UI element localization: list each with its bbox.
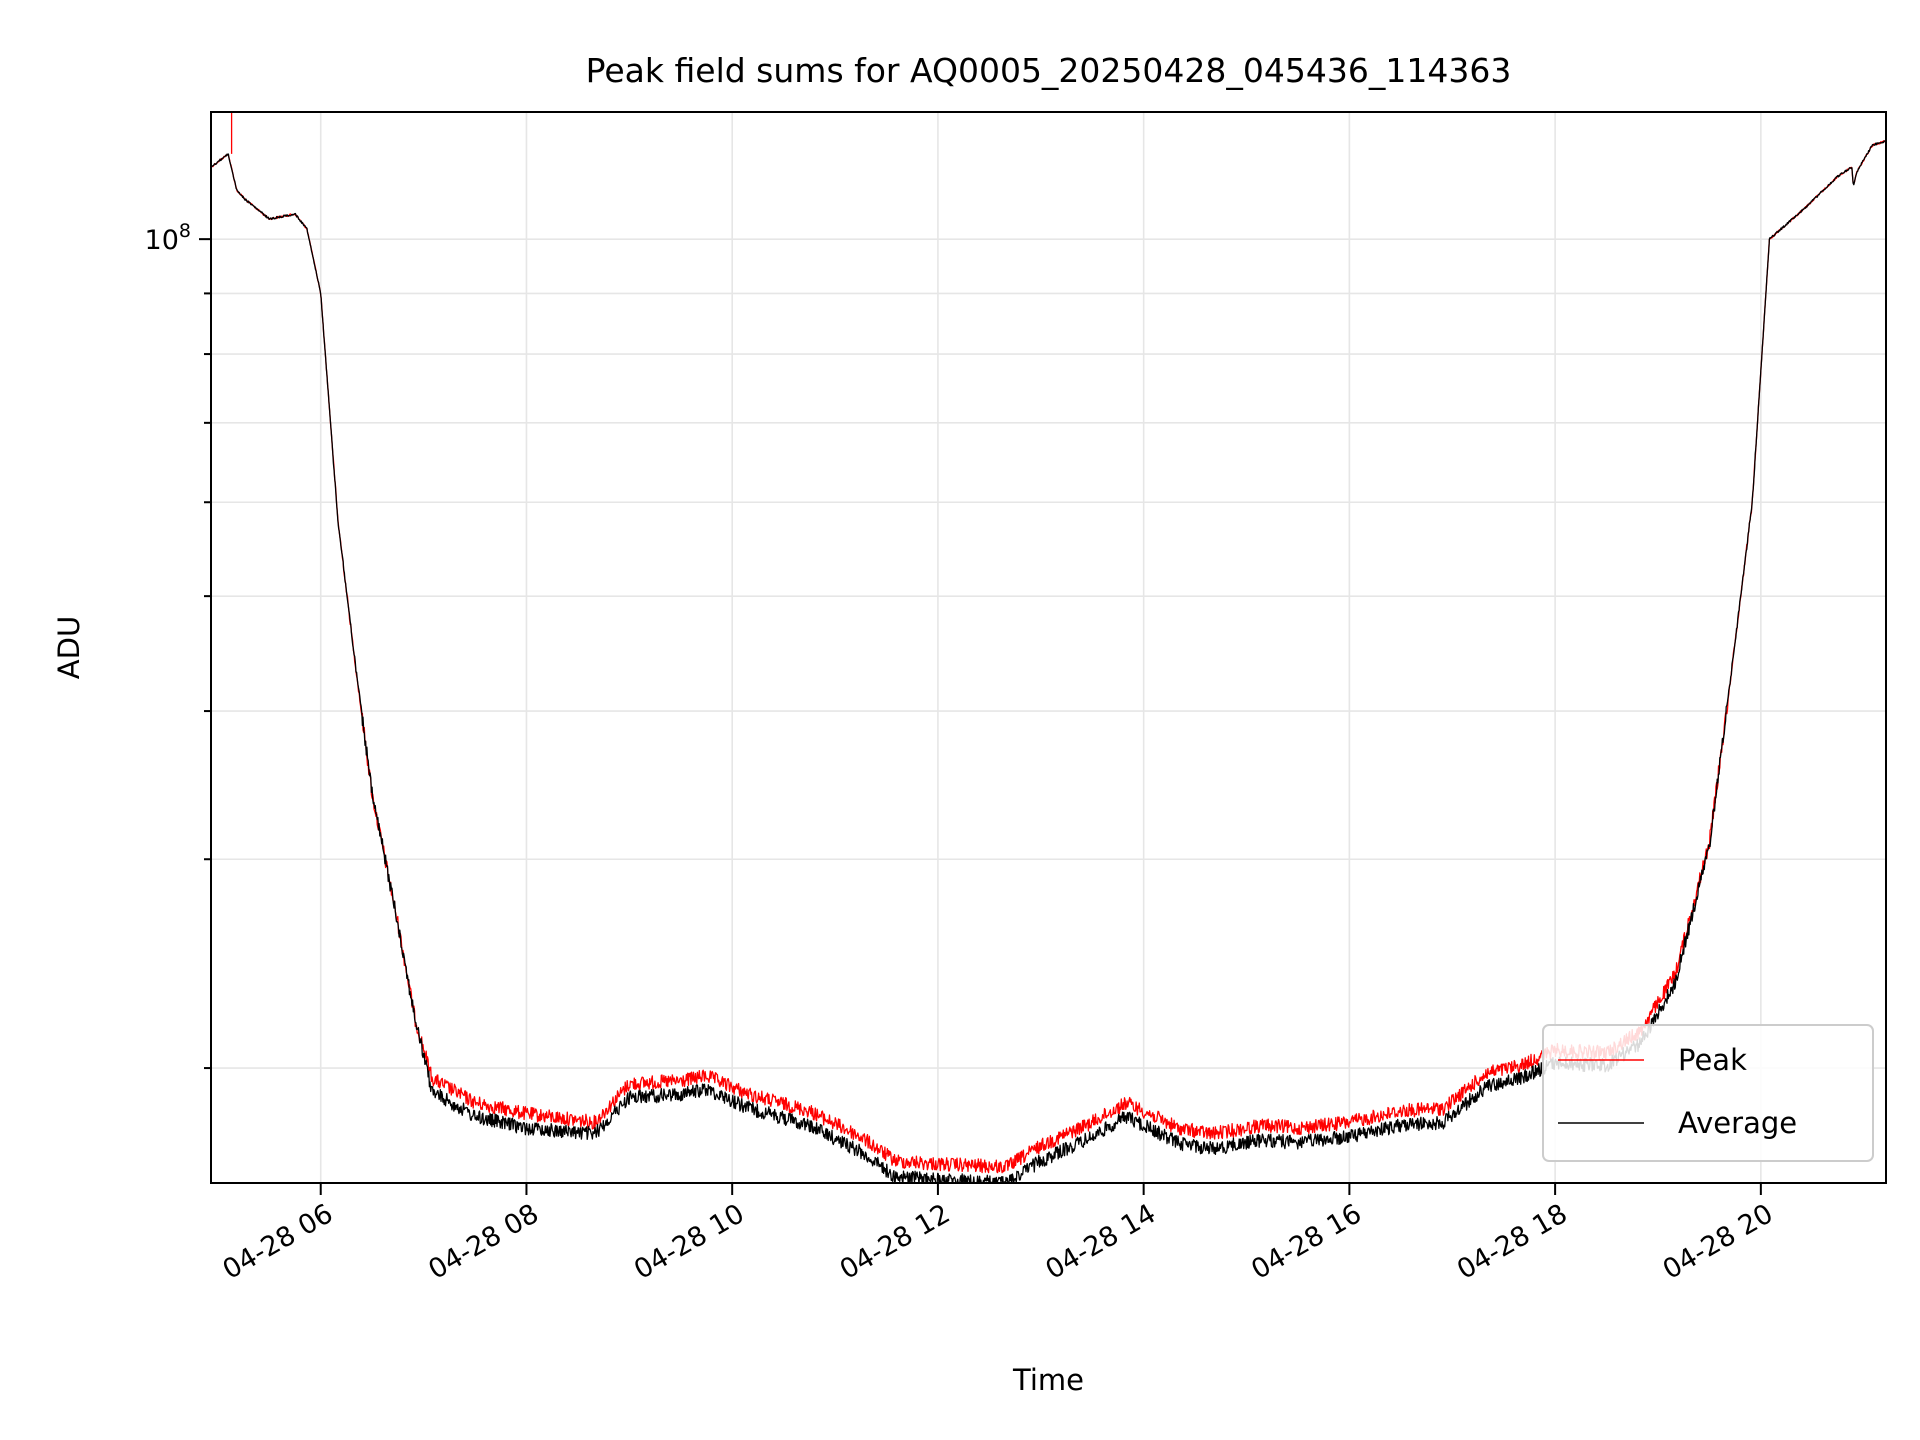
grid (211, 112, 1886, 1183)
chart-title: Peak field sums for AQ0005_20250428_0454… (586, 51, 1512, 90)
y-axis-label: ADU (52, 616, 86, 679)
legend: Peak Average (1542, 1024, 1874, 1162)
y-tick-label: 108 (145, 220, 191, 256)
plot-frame (210, 111, 1887, 1184)
legend-peak-label: Peak (1678, 1043, 1747, 1077)
x-axis-label: Time (1012, 1363, 1084, 1397)
legend-average-label: Average (1678, 1106, 1797, 1140)
legend-box (1542, 1024, 1874, 1162)
